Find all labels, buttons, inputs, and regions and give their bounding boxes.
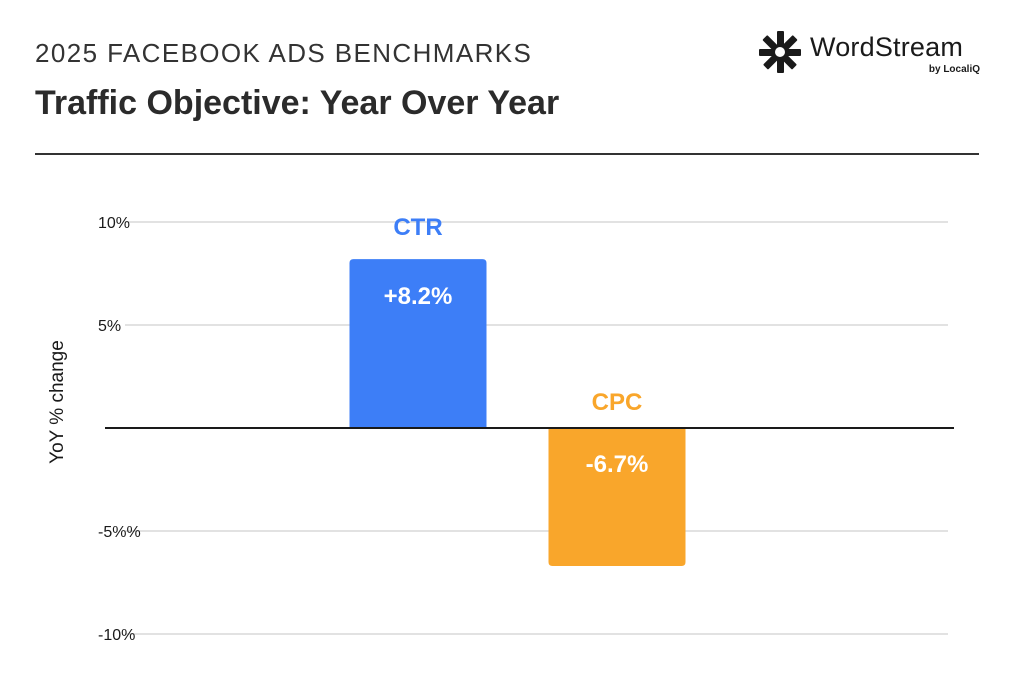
bar-ctr [349, 259, 487, 428]
y-axis-title: YoY % change [47, 340, 68, 464]
grid-lines [125, 221, 948, 635]
y-tick-label-3: -10% [98, 627, 135, 644]
value-label-ctr: +8.2% [384, 283, 453, 310]
y-tick-labels: 10% 5% -5%% -10% [98, 215, 141, 644]
bars: CTR +8.2% CPC -6.7% [349, 214, 686, 567]
category-label-cpc: CPC [592, 389, 643, 416]
bar-cpc [548, 428, 686, 567]
category-label-ctr: CTR [393, 214, 442, 241]
value-label-cpc: -6.7% [586, 451, 649, 478]
wordstream-logo: WordStream by LocaliQ [758, 30, 984, 78]
logo-wordmark: WordStream [810, 32, 964, 62]
wordstream-star-icon [759, 31, 801, 73]
y-tick-label-0: 10% [98, 215, 130, 232]
y-tick-label-2: -5%% [98, 524, 141, 541]
header-divider [35, 153, 979, 155]
chart-kicker: 2025 FACEBOOK ADS BENCHMARKS [35, 38, 533, 68]
y-tick-label-1: 5% [98, 318, 121, 335]
chart-title: Traffic Objective: Year Over Year [35, 84, 560, 122]
logo-byline: by LocaliQ [928, 64, 980, 75]
